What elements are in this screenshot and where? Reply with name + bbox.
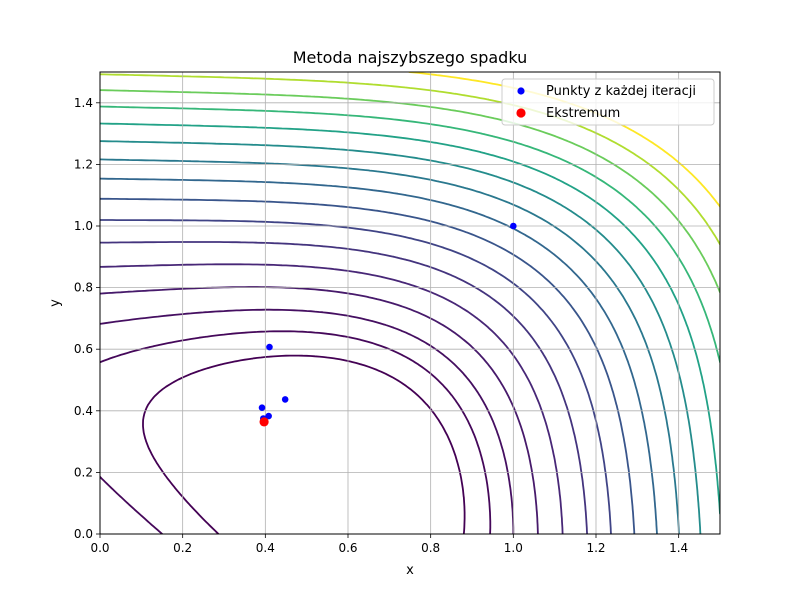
y-tick-label: 0.4 — [74, 404, 93, 418]
contour-line — [100, 263, 564, 534]
iteration-point — [510, 222, 517, 230]
iteration-point — [281, 396, 289, 403]
plot-frame — [99, 71, 721, 535]
y-axis-label: y — [48, 299, 63, 307]
extremum-point — [259, 417, 269, 427]
contour-line — [100, 330, 492, 534]
contour-line — [100, 286, 539, 534]
iteration-point — [258, 404, 266, 412]
iteration-point — [265, 412, 272, 420]
x-tick-label: 0.6 — [338, 541, 357, 555]
x-axis-ticks: 0.0 0.2 0.4 0.6 0.8 1.0 1.2 1.4 — [90, 534, 688, 555]
x-tick-label: 0.0 — [90, 541, 109, 555]
x-axis-label: x — [406, 563, 414, 578]
y-tick-label: 1.0 — [74, 219, 93, 233]
x-tick-label: 0.4 — [256, 541, 275, 555]
contour-line — [100, 219, 612, 534]
x-tick-label: 0.8 — [421, 541, 440, 555]
legend: Punkty z każdej iteracji Ekstremum — [501, 78, 715, 126]
legend-marker-extremum — [516, 108, 526, 118]
scatter-points — [258, 222, 517, 427]
y-tick-label: 1.2 — [74, 157, 93, 171]
legend-label-extremum: Ekstremum — [546, 106, 620, 121]
y-axis-ticks: 0.0 0.2 0.4 0.6 0.8 1.0 1.2 1.4 — [74, 96, 100, 541]
contour-line — [100, 140, 702, 534]
y-tick-label: 0.0 — [74, 527, 93, 541]
x-tick-label: 1.0 — [504, 541, 523, 555]
contour-line — [100, 197, 636, 534]
y-tick-label: 0.2 — [74, 465, 93, 479]
x-tick-label: 0.2 — [173, 541, 192, 555]
contour-line — [100, 308, 515, 534]
y-tick-label: 1.4 — [74, 96, 93, 110]
legend-marker-iterations — [517, 87, 525, 95]
y-tick-label: 0.6 — [74, 342, 93, 356]
chart-title: Metoda najszybszego spadku — [293, 48, 527, 67]
legend-box — [501, 78, 715, 126]
y-tick-label: 0.8 — [74, 281, 93, 295]
x-tick-label: 1.4 — [669, 541, 688, 555]
iteration-point — [266, 343, 273, 351]
plot-area: 0.0 0.2 0.4 0.6 0.8 1.0 1.2 1.4 0.0 0.2 0.4 0.6 0.8… — [74, 71, 721, 555]
x-tick-label: 1.2 — [586, 541, 605, 555]
contour-line — [142, 354, 466, 534]
contour-line — [100, 241, 588, 534]
legend-label-iterations: Punkty z każdej iteracji — [546, 84, 696, 99]
contour-line — [100, 177, 658, 534]
